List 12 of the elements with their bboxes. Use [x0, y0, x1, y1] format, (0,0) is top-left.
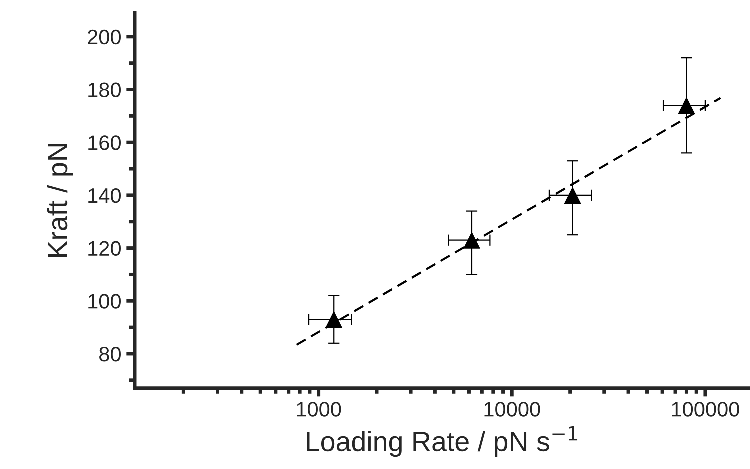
y-tick-label: 140: [88, 188, 121, 204]
y-tick-label: 120: [88, 241, 121, 256]
x-tick-label: 10000: [484, 402, 540, 417]
y-axis-title: Kraft / pN: [47, 144, 74, 258]
y-tick-label: 180: [88, 82, 121, 98]
x-tick-label: 1000: [297, 402, 342, 417]
x-tick-label: 100000: [672, 402, 740, 417]
y-tick-label: 200: [88, 30, 121, 45]
y-tick-label: 100: [88, 294, 121, 309]
y-tick-label: 80: [100, 346, 121, 362]
y-tick-label: 160: [88, 136, 121, 150]
x-axis-title: Loading Rate / pN s$^{−1}$: [307, 426, 578, 458]
